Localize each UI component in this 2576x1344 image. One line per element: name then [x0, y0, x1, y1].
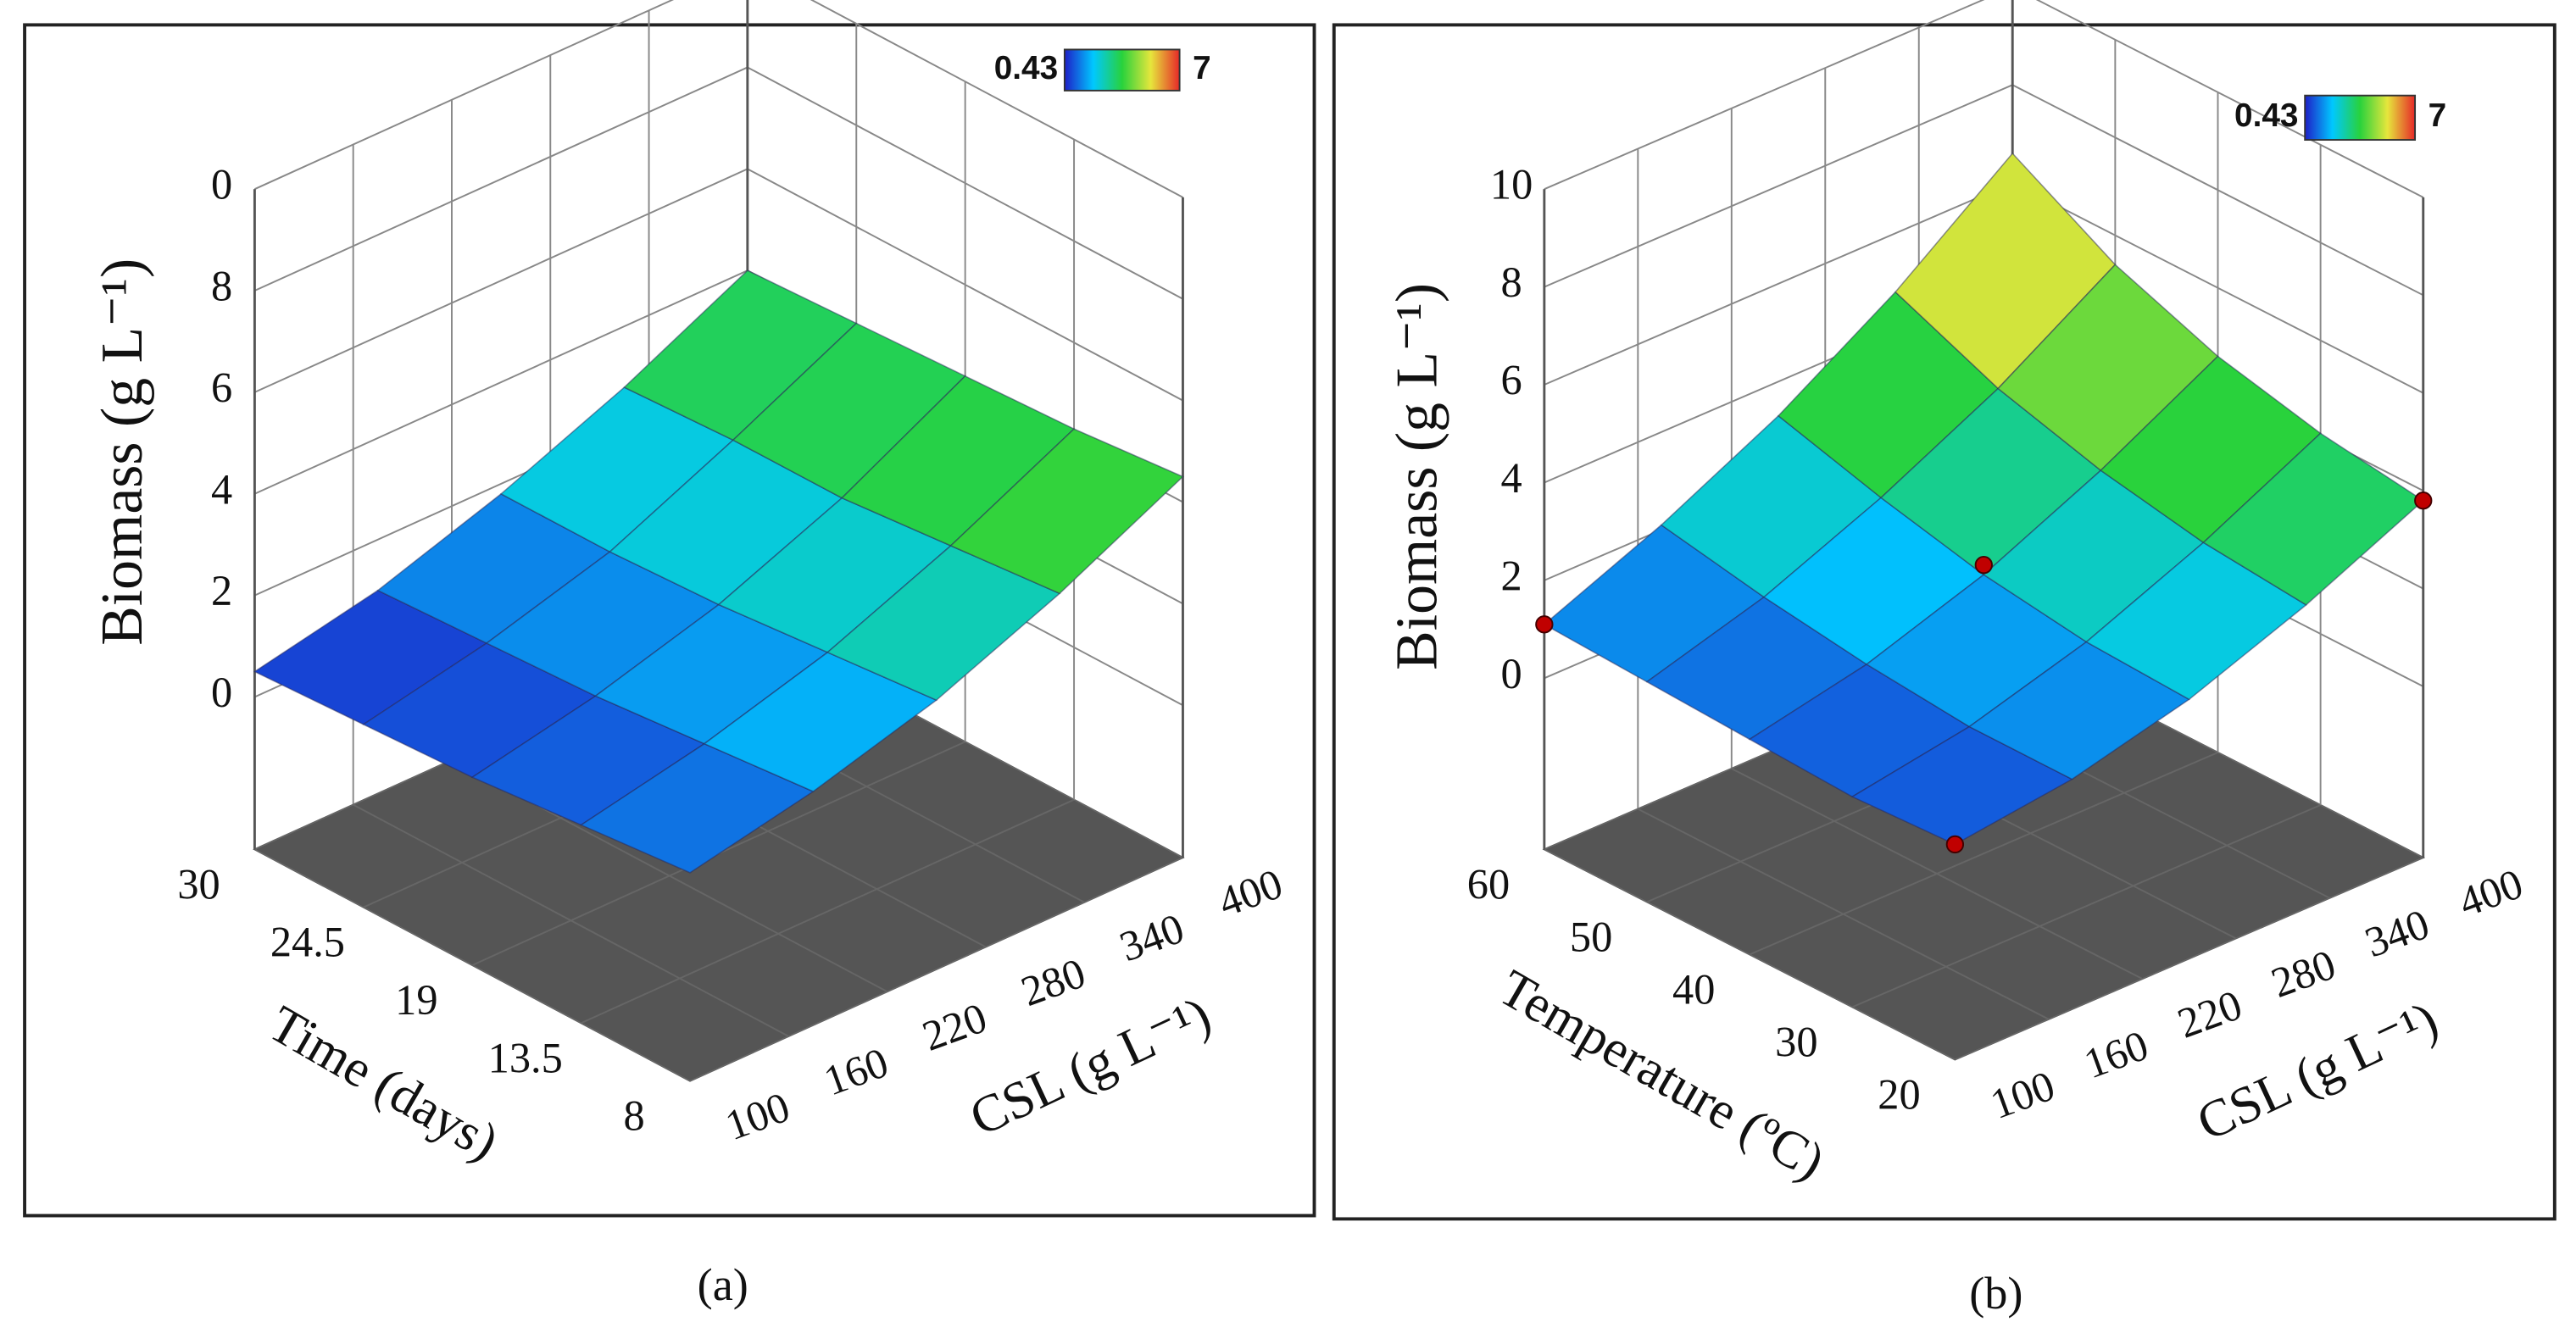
grid-line: [1954, 857, 2424, 1061]
surface-cell: [949, 428, 1184, 595]
colorbar-min-label: 0.43: [994, 50, 1058, 86]
x-tick-label: 160: [818, 1038, 894, 1104]
x-axis-label: CSL (g L⁻¹): [961, 986, 1219, 1147]
grid-line: [254, 66, 1183, 300]
design-point: [1974, 555, 1993, 575]
caption: (a): [698, 1259, 748, 1310]
x-tick-label: 100: [1984, 1062, 2061, 1128]
x-tick-label: 340: [1114, 904, 1190, 970]
y-tick-label: 8: [624, 1092, 645, 1140]
z-tick-label: 4: [211, 465, 232, 513]
x-tick-label: 280: [2265, 941, 2341, 1007]
design-point: [1535, 615, 1554, 634]
panel-frame: [23, 23, 1316, 1218]
z-tick-label: 2: [211, 567, 232, 614]
y-tick-label: 24.5: [270, 919, 345, 966]
grid-line: [1851, 804, 2322, 1008]
z-axis-label: Biomass (g L⁻¹): [90, 258, 155, 646]
y-tick-label: 40: [1672, 965, 1715, 1013]
z-tick-label: 0: [211, 161, 232, 208]
z-tick-label: 0: [1500, 650, 1522, 697]
grid-line: [1544, 0, 2424, 198]
y-tick-label: 30: [1775, 1018, 1817, 1065]
y-axis-label: Temperature (ºC): [1489, 959, 1833, 1191]
x-tick-label: 220: [916, 993, 993, 1059]
z-tick-label: 6: [1500, 357, 1522, 404]
y-tick-label: 30: [177, 860, 220, 908]
z-tick-label: 10: [1490, 161, 1533, 208]
z-tick-label: 8: [1500, 258, 1522, 306]
x-tick-label: 100: [719, 1083, 795, 1149]
colorbar-min-label: 0.43: [2234, 97, 2298, 134]
y-tick-label: 13.5: [488, 1034, 563, 1081]
x-tick-label: 400: [2452, 859, 2529, 925]
colorbar-max-label: 7: [1193, 50, 1211, 86]
x-tick-label: 160: [2078, 1021, 2154, 1087]
grid-line: [689, 857, 1183, 1082]
z-tick-label: 4: [1500, 454, 1522, 502]
grid-line: [254, 0, 1183, 198]
x-tick-label: 340: [2359, 900, 2435, 966]
z-tick-label: 0: [211, 669, 232, 716]
z-axis-label: Biomass (g L⁻¹): [1384, 283, 1449, 670]
x-tick-label: 400: [1212, 859, 1288, 925]
x-tick-label: 280: [1015, 949, 1091, 1015]
grid-line: [581, 798, 1075, 1025]
surface-cell: [2202, 432, 2425, 606]
grid-line: [1749, 752, 2218, 956]
y-tick-label: 50: [1570, 913, 1612, 960]
y-axis-label: Time (days): [259, 995, 508, 1171]
panel-frame: [1332, 23, 2557, 1221]
z-tick-label: 8: [211, 263, 232, 310]
z-tick-label: 2: [1500, 552, 1522, 599]
y-tick-label: 20: [1878, 1070, 1920, 1118]
caption: (b): [1969, 1268, 2022, 1319]
colorbar-max-label: 7: [2429, 97, 2447, 134]
x-tick-label: 220: [2172, 980, 2248, 1047]
y-tick-label: 19: [395, 976, 437, 1024]
design-point: [1945, 835, 1965, 854]
y-tick-label: 60: [1467, 860, 1510, 908]
design-point: [2414, 492, 2433, 510]
colorbar: [2304, 94, 2417, 142]
colorbar: [1063, 48, 1181, 92]
z-tick-label: 6: [211, 364, 232, 411]
